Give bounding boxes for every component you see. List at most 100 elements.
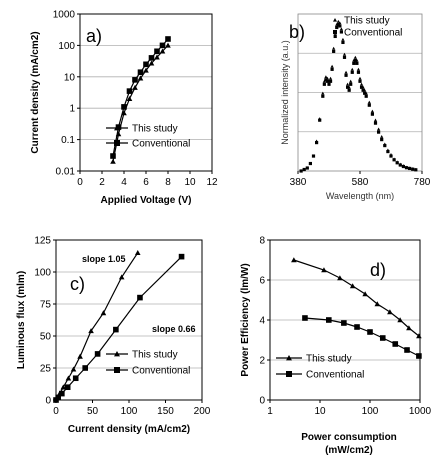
x-axis-title-unit: (mW/cm2) <box>325 445 373 456</box>
data-point <box>358 79 362 83</box>
data-point <box>367 100 371 104</box>
data-point <box>178 253 185 260</box>
data-point <box>341 40 345 45</box>
x-tick-label: 1000 <box>409 406 432 417</box>
data-point <box>350 70 354 74</box>
data-point <box>154 54 160 60</box>
data-point <box>349 82 353 86</box>
data-point <box>328 79 333 83</box>
x-tick-label: 10 <box>314 406 326 417</box>
y-tick-label: 2 <box>259 356 265 367</box>
y-tick-label: 0 <box>45 396 51 407</box>
data-point <box>416 353 422 359</box>
y-tick-label: 1000 <box>53 10 76 21</box>
x-tick-label: 10 <box>184 177 196 188</box>
x-tick-label: 150 <box>157 406 174 417</box>
data-point <box>65 375 72 381</box>
data-point <box>387 309 393 315</box>
data-point <box>110 153 116 159</box>
legend-marker <box>114 351 120 357</box>
data-point <box>377 130 381 134</box>
data-point <box>302 315 308 321</box>
legend-marker <box>286 371 292 377</box>
x-tick-label: 200 <box>194 406 211 417</box>
data-point <box>373 118 378 122</box>
data-point <box>94 351 101 357</box>
data-point <box>132 77 138 83</box>
data-point <box>308 161 312 166</box>
panel-label: a) <box>86 26 102 46</box>
data-point <box>414 168 418 172</box>
x-tick-label: 100 <box>362 406 379 417</box>
data-point <box>70 366 77 372</box>
data-point <box>338 24 342 28</box>
data-point <box>72 375 79 382</box>
data-point <box>339 27 343 31</box>
data-point <box>328 76 333 80</box>
x-tick-label: 8 <box>165 177 171 188</box>
data-point <box>159 48 166 54</box>
y-axis-title: Power Efficiency (lm/W) <box>240 263 251 376</box>
y-tick-label: 0.1 <box>61 135 75 146</box>
y-tick-label: 1 <box>69 104 75 115</box>
x-tick-label: 780 <box>414 177 431 188</box>
data-point <box>137 294 143 301</box>
data-point <box>404 347 410 353</box>
data-point <box>373 121 378 125</box>
x-tick-label: 4 <box>121 177 127 188</box>
data-point <box>383 143 387 148</box>
chart-panel-3: 0 25 50 75 100 125 0 50 100 150 200 Current density… <box>16 236 211 436</box>
legend-label: This study <box>132 124 178 135</box>
data-point <box>367 103 371 107</box>
data-point <box>55 394 61 401</box>
data-point <box>356 70 361 74</box>
data-point <box>321 267 327 273</box>
data-point <box>143 67 149 73</box>
y-tick-label: 75 <box>40 300 52 311</box>
series-this-study <box>291 257 422 339</box>
chart-panel-1: 0.01 0.1 1 10 100 1000 0 2 4 6 8 10 12 Applied Voltag… <box>30 10 218 207</box>
data-point <box>347 88 351 92</box>
data-point <box>77 353 83 359</box>
chart-panel-4: 0 2 4 6 8 1 10 100 1000 Power consumption (mW/cm2)… <box>240 236 432 457</box>
data-point <box>332 49 336 53</box>
y-tick-label: 25 <box>40 364 52 375</box>
legend-marker <box>114 125 120 131</box>
legend: This study Conventional <box>276 354 364 381</box>
y-tick-label: 100 <box>34 268 51 279</box>
data-point <box>342 52 347 56</box>
data-point <box>299 169 303 173</box>
data-point <box>137 75 144 81</box>
data-point <box>404 166 409 170</box>
data-point <box>386 149 390 154</box>
x-axis-title: Current density (mA/cm2) <box>68 424 190 435</box>
x-tick-label: 50 <box>87 406 99 417</box>
y-tick-label: 4 <box>259 316 265 327</box>
data-point <box>339 30 343 34</box>
data-point <box>349 79 353 83</box>
series-line <box>304 317 420 357</box>
data-point <box>370 112 374 116</box>
data-point <box>380 135 384 138</box>
data-point <box>361 88 365 92</box>
data-point <box>411 167 415 171</box>
data-point <box>336 19 340 23</box>
data-point <box>337 275 343 281</box>
x-tick-label: 100 <box>121 406 138 417</box>
x-axis-title: Power consumption <box>301 432 397 443</box>
data-point <box>118 274 125 280</box>
legend-marker <box>114 140 120 146</box>
data-point <box>335 25 339 30</box>
data-point <box>143 61 149 68</box>
series-conventional <box>53 253 185 403</box>
data-point <box>392 158 396 162</box>
data-point <box>359 82 364 86</box>
legend-marker <box>333 30 337 34</box>
data-point <box>374 301 381 307</box>
x-axis-title: Applied Voltage (V) <box>101 195 192 206</box>
data-point <box>380 138 384 142</box>
data-point <box>132 84 138 90</box>
data-point <box>148 60 155 66</box>
data-point <box>355 61 359 65</box>
data-point <box>324 75 328 79</box>
